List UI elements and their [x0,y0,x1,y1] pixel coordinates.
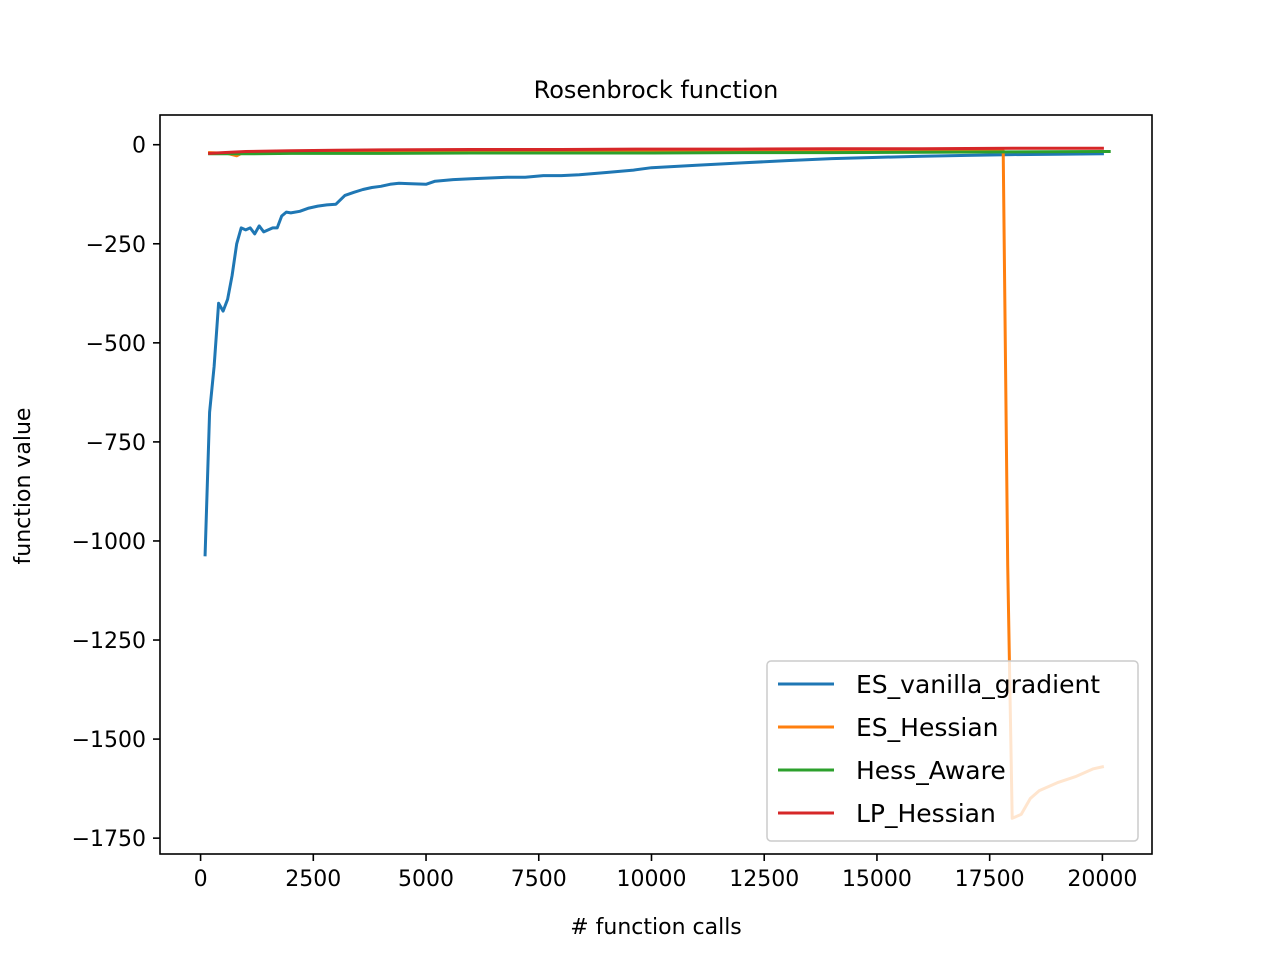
x-tick-label: 12500 [729,867,799,892]
chart-title: Rosenbrock function [534,76,779,104]
series-line-2 [208,150,1111,156]
x-axis: 0 2500 5000 7500 10000 12500 15000 17500 20000 [194,854,1137,892]
legend-label-0: ES_vanilla_gradient [856,670,1100,699]
x-tick-label: 5000 [398,867,454,892]
x-tick-label: 20000 [1067,867,1137,892]
y-tick-label: 0 [132,134,146,159]
series-line-0 [203,152,1104,557]
legend: ES_vanilla_gradient ES_Hessian Hess_Aware L… [766,660,1139,842]
x-tick-label: 7500 [511,867,567,892]
y-tick-label: −500 [86,332,146,357]
y-axis-label: function value [11,408,36,565]
x-tick-label: 2500 [285,867,341,892]
legend-label-2: Hess_Aware [856,756,1006,785]
y-tick-label: −750 [86,431,146,456]
y-tick-label: −1250 [72,629,146,654]
series-line-3 [208,146,1104,155]
x-tick-label: 15000 [842,867,912,892]
y-axis: 0 −250 −500 −750 −1000 −1250 −1500 −1750 [72,134,160,852]
y-tick-label: −250 [86,233,146,258]
legend-label-1: ES_Hessian [856,713,999,742]
x-tick-label: 10000 [616,867,686,892]
x-tick-label: 17500 [955,867,1025,892]
x-axis-label: # function calls [570,915,742,940]
y-tick-label: −1750 [72,827,146,852]
legend-label-3: LP_Hessian [856,799,996,828]
legend-box [766,660,1139,842]
y-tick-label: −1000 [72,530,146,555]
y-tick-label: −1500 [72,728,146,753]
x-tick-label: 0 [194,867,208,892]
plot-frame [159,114,1153,855]
